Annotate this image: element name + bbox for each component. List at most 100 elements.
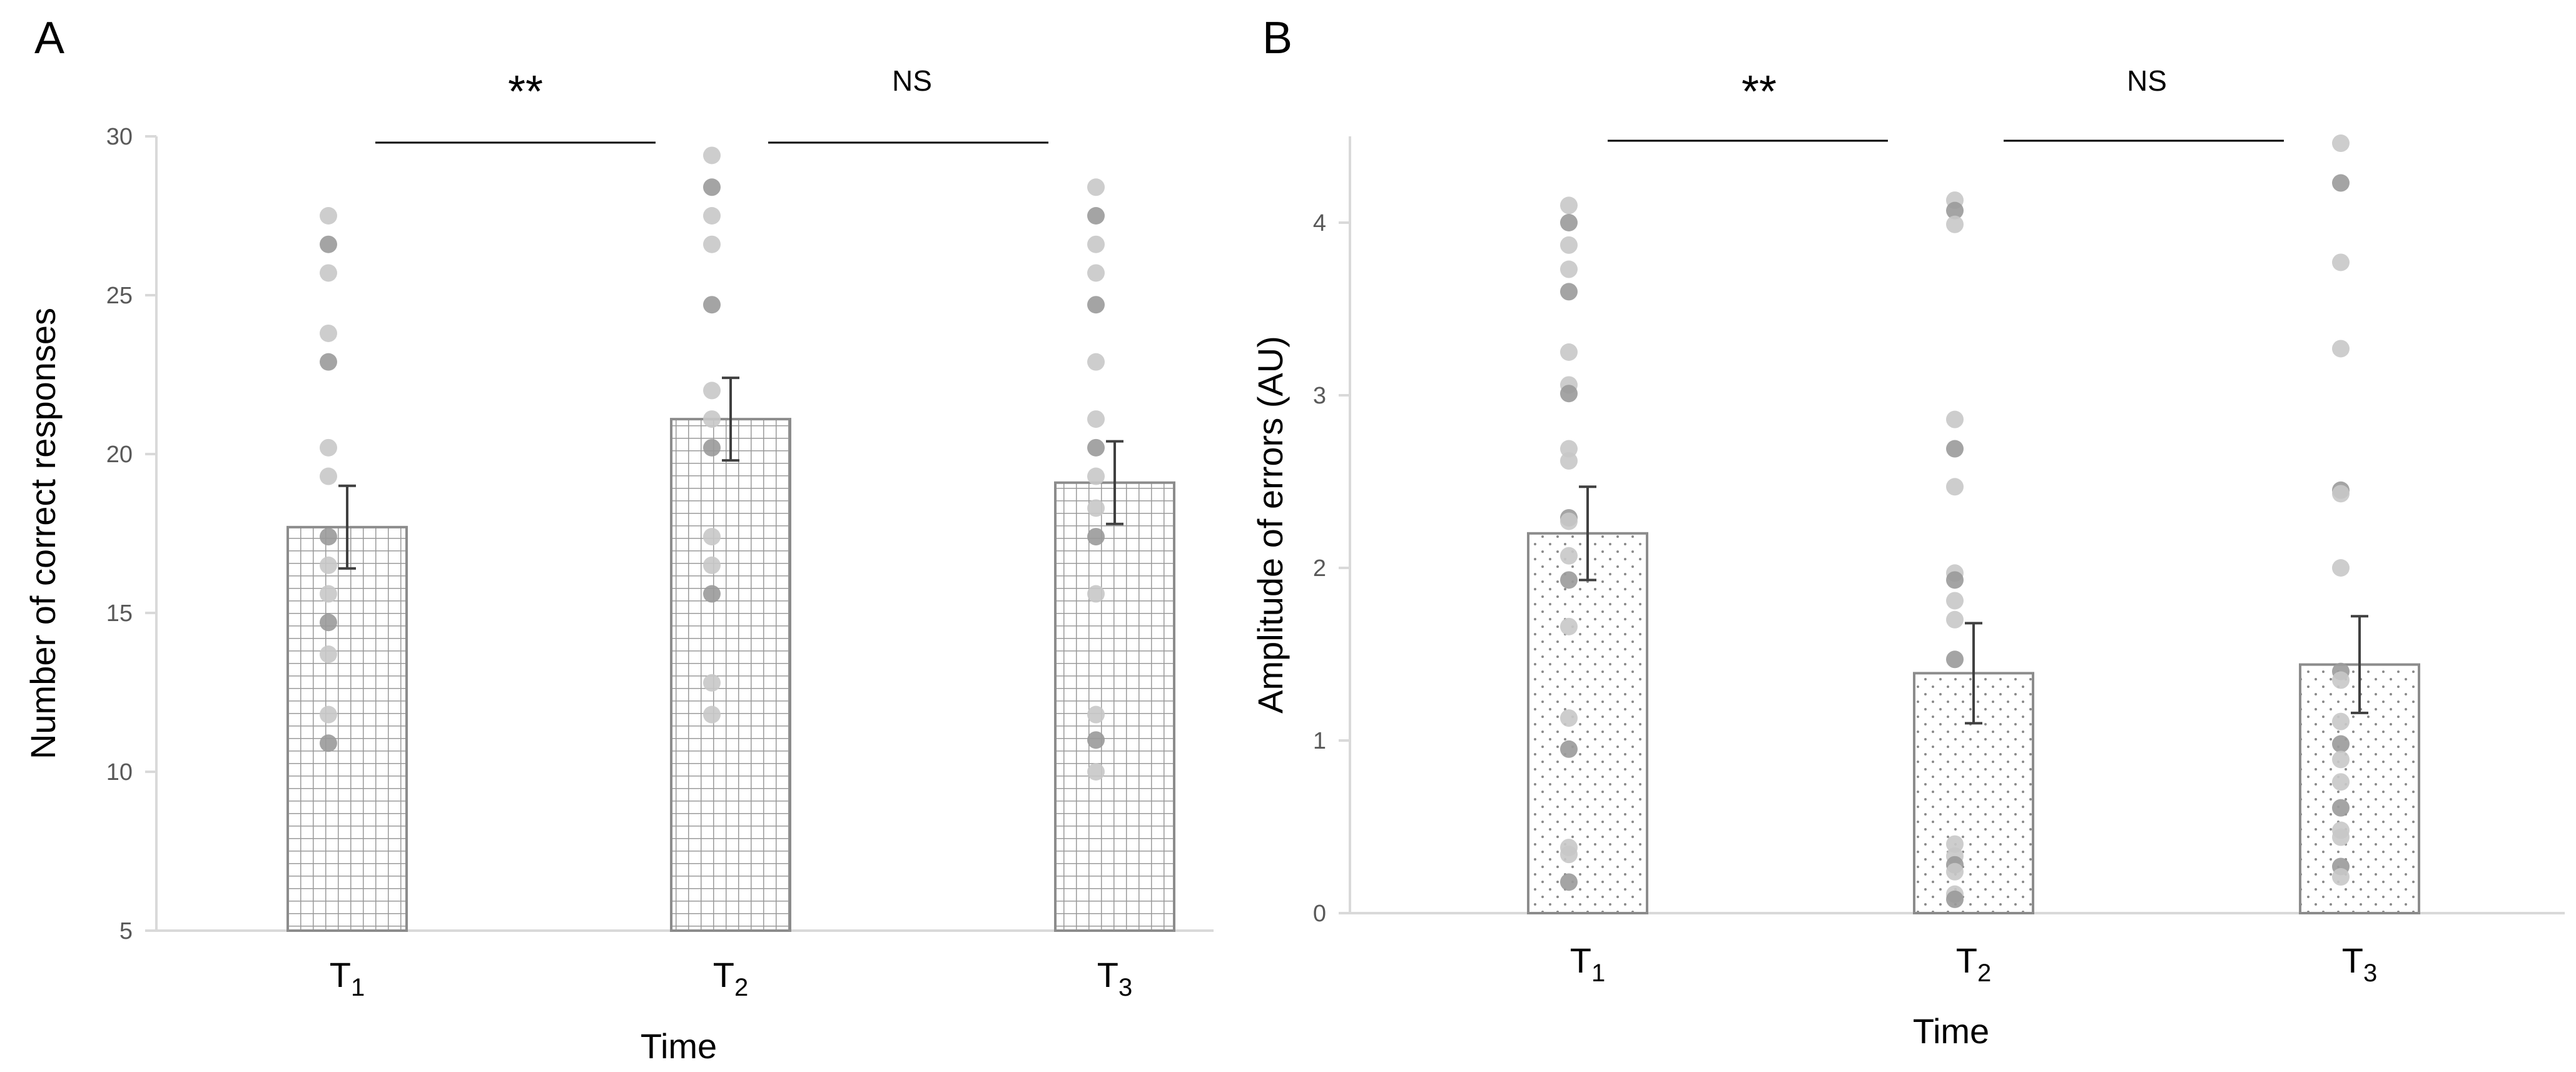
data-point: [1087, 499, 1105, 517]
data-point: [1087, 705, 1105, 724]
bar-t2: [670, 418, 791, 932]
x-axis-label: Time: [641, 1026, 717, 1066]
data-point: [2332, 828, 2350, 846]
data-point: [1946, 650, 1964, 669]
data-point: [1560, 236, 1578, 254]
data-point: [320, 264, 337, 282]
data-point: [320, 585, 337, 603]
data-point: [320, 207, 337, 225]
data-point: [2332, 799, 2350, 817]
data-point: [2332, 559, 2350, 577]
y-tick-label: 20: [106, 442, 133, 468]
data-point: [1560, 452, 1578, 470]
data-point: [1560, 547, 1578, 565]
data-point: [703, 528, 721, 546]
y-tick-label: 25: [106, 283, 133, 309]
data-point: [320, 353, 337, 371]
data-point: [2332, 134, 2350, 153]
data-point: [1946, 410, 1964, 428]
data-point: [1087, 235, 1105, 253]
x-tick-label: T1: [330, 955, 365, 1001]
significance-label: NS: [2127, 64, 2167, 97]
data-point: [1560, 343, 1578, 361]
y-tick-label: 15: [106, 600, 133, 627]
significance-label: **: [508, 67, 543, 117]
data-point: [320, 734, 337, 752]
data-point: [320, 528, 337, 546]
data-point: [703, 382, 721, 400]
y-tick-label: 4: [1313, 210, 1326, 236]
significance-label: NS: [892, 64, 932, 97]
y-axis-label: Amplitude of errors (AU): [1250, 336, 1290, 714]
data-point: [1946, 862, 1964, 881]
data-point: [2332, 751, 2350, 769]
bar-t1: [1527, 532, 1648, 914]
data-point: [1087, 410, 1105, 428]
data-point: [1087, 528, 1105, 546]
data-point: [1946, 215, 1964, 233]
data-point: [1087, 178, 1105, 196]
data-point: [1946, 835, 1964, 853]
data-point: [703, 438, 721, 457]
data-point: [320, 705, 337, 724]
data-point: [1560, 440, 1578, 458]
data-point: [1087, 585, 1105, 603]
data-point: [1560, 709, 1578, 727]
data-point: [320, 324, 337, 342]
data-point: [703, 585, 721, 603]
data-point: [703, 556, 721, 574]
data-point: [2332, 712, 2350, 731]
y-tick-label: 10: [106, 759, 133, 786]
data-point: [2332, 253, 2350, 271]
data-point: [1560, 617, 1578, 635]
x-tick-label: T2: [713, 955, 748, 1001]
data-point: [1560, 385, 1578, 403]
data-point: [2332, 340, 2350, 358]
data-point: [1946, 610, 1964, 629]
y-axis-label: Number of correct responses: [23, 308, 63, 759]
data-point: [1087, 296, 1105, 314]
data-point: [1560, 196, 1578, 215]
significance-label: **: [1742, 67, 1777, 117]
data-point: [1560, 214, 1578, 231]
data-point: [1087, 467, 1105, 485]
y-tick-label: 30: [106, 124, 133, 150]
data-point: [1560, 283, 1578, 301]
y-tick-label: 5: [119, 918, 133, 944]
data-point: [1946, 440, 1964, 458]
panel-b: B 0 1 2 3 4 T1 T2 T3 Time Amplitude of errors (AU)…: [1250, 13, 2565, 1051]
data-point: [703, 178, 721, 196]
y-tick-label: 1: [1313, 728, 1326, 754]
data-point: [2332, 735, 2350, 753]
panel-a: A 5 10 15 20 25 30 T1 T2 T3 Time Number of correct …: [23, 13, 1214, 1066]
data-point: [2332, 174, 2350, 192]
data-point: [2332, 671, 2350, 689]
data-point: [1087, 438, 1105, 457]
data-point: [320, 645, 337, 664]
data-point: [703, 296, 721, 314]
x-tick-label: T2: [1956, 941, 1991, 987]
data-point: [1560, 260, 1578, 278]
data-point: [703, 235, 721, 253]
data-point: [703, 410, 721, 428]
data-point: [1087, 763, 1105, 781]
data-point: [703, 705, 721, 724]
data-point: [1087, 264, 1105, 282]
panel-label: B: [1262, 13, 1292, 63]
data-point: [320, 556, 337, 574]
data-point: [1560, 512, 1578, 530]
bar-t1: [287, 525, 408, 932]
data-point: [320, 614, 337, 632]
data-point: [1087, 353, 1105, 371]
x-tick-label: T1: [1570, 941, 1605, 987]
panel-label: A: [34, 13, 64, 63]
data-point: [1560, 846, 1578, 864]
bar-t3: [1054, 481, 1175, 932]
data-point: [1087, 731, 1105, 749]
data-point: [2332, 773, 2350, 791]
data-point: [1560, 571, 1578, 589]
y-tick-label: 2: [1313, 555, 1326, 582]
y-tick-label: 0: [1313, 901, 1326, 927]
data-point: [1946, 890, 1964, 908]
